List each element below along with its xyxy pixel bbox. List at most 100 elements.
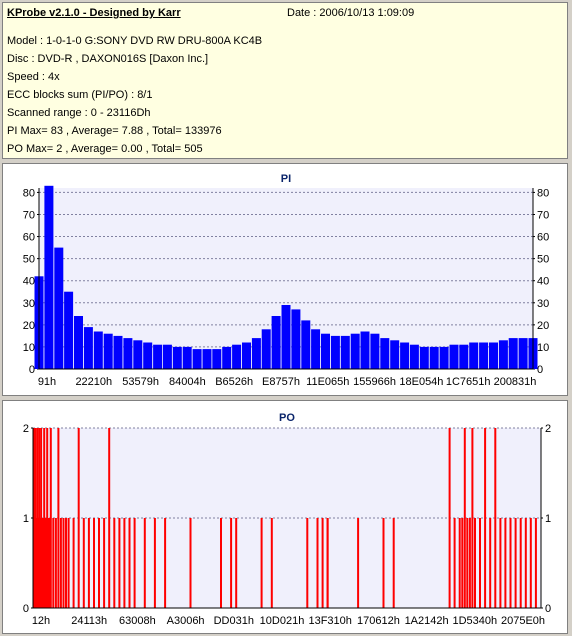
data-bar [449,344,459,369]
data-bar [489,342,498,369]
data-bar [270,518,273,608]
data-bar [471,428,474,608]
data-bar [230,518,233,608]
data-bar [468,518,471,608]
info-panel: KProbe v2.1.0 - Designed by Karr Date : … [2,2,568,159]
y-tick-label-right: 40 [537,276,549,288]
data-bar [113,335,123,369]
y-tick-label-left: 10 [23,342,35,354]
y-tick-label-right: 80 [537,187,549,199]
data-bar [321,518,324,608]
y-tick-label-right: 20 [537,320,549,332]
data-bar [202,349,212,369]
x-tick-label: 91h [38,376,56,388]
data-bar [271,316,281,369]
data-bar [340,335,350,369]
data-bar [261,329,271,369]
data-bar [44,185,54,369]
drive-model: Model : 1-0-1-0 G:SONY DVD RW DRU-800A K… [7,35,263,47]
data-bar [123,338,133,369]
data-bar [162,344,172,369]
y-tick-label-left: 50 [23,254,35,266]
speed-info: Speed : 4x [7,71,60,83]
x-tick-label: 200831h [494,376,537,388]
data-bar [153,518,156,608]
y-tick-label-left: 80 [23,187,35,199]
data-bar [281,305,291,369]
data-bar [350,333,360,369]
data-bar [301,320,311,369]
data-bar [65,518,67,608]
x-tick-label: 155966h [353,376,396,388]
data-bar [514,518,517,608]
y-tick-label-left: 40 [23,276,35,288]
data-bar [133,340,143,369]
data-bar [232,344,242,369]
data-bar [291,309,301,369]
data-bar [392,518,395,608]
data-bar [494,428,497,608]
x-tick-label: B6526h [215,376,253,388]
chart-title: PO [279,412,295,424]
data-bar [306,518,309,608]
data-bar [316,518,319,608]
app-title: KProbe v2.1.0 - Designed by Karr [7,7,181,19]
data-bar [222,346,232,369]
x-tick-label: 11E065h [306,376,349,388]
x-tick-label: 1C7651h [446,376,491,388]
data-bar [508,338,518,369]
data-bar [189,518,192,608]
data-bar [82,518,85,608]
data-bar [534,518,537,608]
data-bar [260,518,263,608]
data-bar [192,349,202,369]
data-bar [41,518,44,608]
x-tick-label: 1A2142h [405,615,449,627]
po-chart: PO 0 0 1 1 2 2 12h 24113h 63008h A3006h DD031h 10D02… [23,412,551,627]
ecc-info: ECC blocks sum (PI/PO) : 8/1 [7,89,153,101]
data-bar [466,518,469,608]
y-tick-label-left: 2 [23,423,29,435]
y-tick-label-left: 20 [23,320,35,332]
data-bar [474,518,476,608]
data-bar [499,518,502,608]
data-bar [498,340,508,369]
data-bar [57,428,60,608]
data-bar [360,331,370,369]
data-bar [518,338,528,369]
y-tick-label-right: 0 [537,364,543,376]
data-bar [459,344,469,369]
data-bar [123,518,126,608]
x-tick-label: 10D021h [260,615,305,627]
disc-info: Disc : DVD-R , DAXON016S [Daxon Inc.] [7,53,209,65]
data-bar [469,342,479,369]
data-bar [62,518,65,608]
x-tick-label: 18E054h [399,376,443,388]
data-bar [242,342,251,369]
data-bar [93,518,95,608]
y-tick-label-left: 60 [23,232,35,244]
y-tick-label-right: 60 [537,232,549,244]
data-bar [212,349,222,369]
y-tick-label-left: 70 [23,209,35,221]
data-bar [67,518,70,608]
y-tick-label-left: 0 [29,364,35,376]
data-bar [182,346,192,369]
data-bar [103,333,113,369]
data-bar [463,428,466,608]
y-tick-label-left: 30 [23,298,35,310]
data-bar [529,518,532,608]
scan-date: Date : 2006/10/13 1:09:09 [287,7,415,19]
x-tick-label: A3006h [167,615,205,627]
data-bar [357,518,360,608]
x-tick-label: 12h [32,615,50,627]
data-bar [172,346,182,369]
data-bar [59,518,62,608]
data-bar [479,518,481,608]
y-tick-label-right: 50 [537,254,549,266]
data-bar [400,342,410,369]
data-bar [118,518,121,608]
data-bar [382,518,385,608]
data-bar [524,518,527,608]
range-info: Scanned range : 0 - 23116Dh [7,107,151,119]
